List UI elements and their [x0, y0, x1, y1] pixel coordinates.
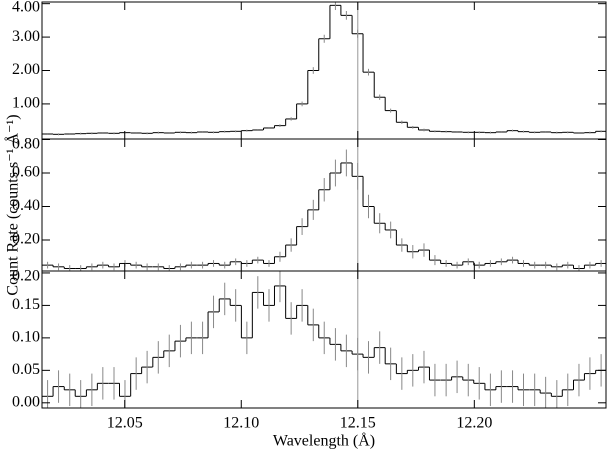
panel-frame [41, 270, 607, 409]
y-tick-label: 0.05 [12, 361, 40, 378]
x-tick-label: 12.10 [223, 415, 259, 432]
y-tick-label: 0.20 [12, 268, 40, 285]
y-tick-label: 4.00 [12, 0, 40, 16]
y-tick-label: 1.00 [12, 95, 40, 112]
y-axis-label: Count Rate (counts s⁻¹ Å⁻¹) [4, 114, 22, 295]
x-axis-label: Wavelength (Å) [273, 432, 375, 450]
y-tick-label: 0.15 [12, 296, 40, 313]
y-tick-label: 0.00 [12, 393, 40, 410]
panel-frame [41, 1, 607, 140]
y-tick-label: 3.00 [12, 28, 40, 45]
y-tick-label: 0.60 [12, 164, 40, 181]
y-tick-label: 0.10 [12, 329, 40, 346]
y-tick-label: 0.40 [12, 197, 40, 214]
y-tick-label: 0.20 [12, 231, 40, 248]
y-tick-label: 2.00 [12, 61, 40, 78]
x-tick-label: 12.20 [456, 415, 492, 432]
y-tick-label: 0.80 [12, 136, 40, 153]
x-tick-label: 12.15 [340, 415, 376, 432]
panel-frame [41, 138, 607, 272]
x-tick-label: 12.05 [107, 415, 143, 432]
